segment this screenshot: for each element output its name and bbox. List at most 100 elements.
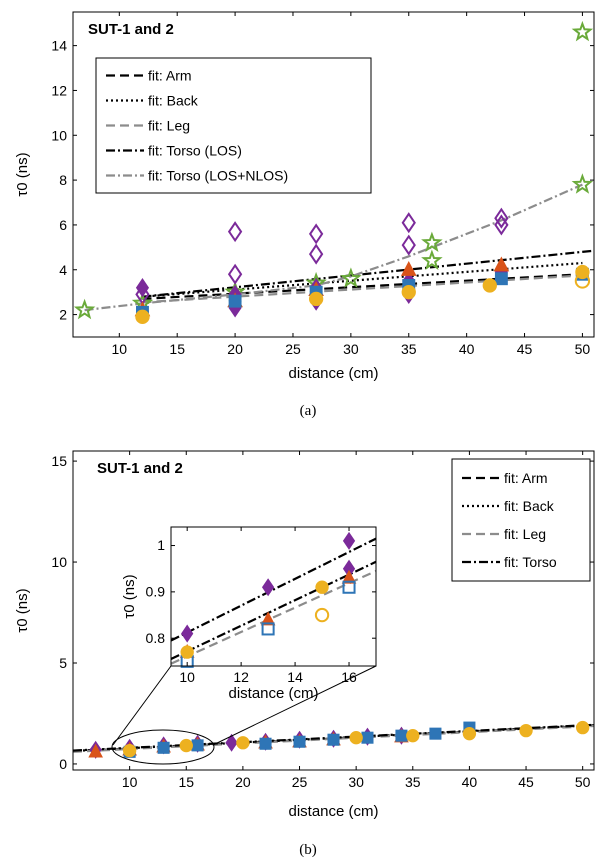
y-tick-label: 10 — [51, 554, 67, 570]
data-point-square — [259, 737, 272, 750]
data-point-circle — [308, 291, 324, 307]
data-point-circle — [406, 729, 420, 743]
inset-y-axis-label: τ0 (ns) — [121, 574, 138, 618]
fit-line — [171, 537, 376, 642]
data-point-diamond-open — [494, 207, 509, 229]
data-point-circle — [315, 580, 329, 594]
data-point-square — [429, 727, 442, 740]
x-tick-label: 10 — [122, 774, 138, 790]
y-tick-label: 12 — [51, 82, 67, 98]
x-tick-label: 50 — [575, 774, 591, 790]
x-tick-label: 25 — [292, 774, 308, 790]
x-tick-label: 20 — [227, 341, 243, 357]
x-tick-label: 16 — [341, 669, 357, 685]
y-tick-label: 14 — [51, 38, 67, 54]
data-point-diamond-open — [401, 212, 416, 234]
inset-frame — [170, 526, 377, 667]
data-point-triangle — [400, 260, 417, 276]
x-tick-label: 40 — [462, 774, 478, 790]
legend-label: fit: Torso (LOS) — [148, 143, 242, 159]
data-point-star — [340, 267, 362, 288]
legend-label: fit: Torso (LOS+NLOS) — [148, 168, 288, 184]
y-tick-label: 10 — [51, 127, 67, 143]
data-point-star — [571, 20, 594, 42]
x-tick-label: 35 — [405, 774, 421, 790]
fit-line — [171, 560, 376, 660]
data-point-diamond — [181, 624, 194, 643]
legend-label: fit: Arm — [148, 68, 192, 84]
data-point-circle-open — [574, 273, 591, 289]
data-point-triangle — [88, 743, 103, 758]
data-point-diamond — [135, 278, 150, 298]
data-point-circle — [179, 738, 193, 753]
x-tick-label: 30 — [343, 341, 359, 357]
panel-a: 10 15 20 25 30 35 40 45 50 2 4 6 8 10 12 14 SUT-1 and 2 f… — [14, 11, 595, 382]
data-point-triangle — [493, 256, 510, 272]
data-point-circle-open — [314, 607, 330, 623]
x-tick-label: 15 — [169, 341, 185, 357]
zoom-connector — [212, 665, 377, 746]
fit-line — [142, 261, 583, 298]
y-tick-label: 0.9 — [146, 584, 166, 600]
x-tick-label: 45 — [518, 774, 534, 790]
y-tick-label: 4 — [59, 262, 67, 278]
data-point-diamond-open — [227, 263, 243, 285]
x-tick-label: 50 — [575, 341, 591, 357]
data-point-square — [293, 735, 306, 748]
panel-b: 10 15 20 25 30 35 40 45 50 0 5 10 15 SUT-1 and 2 fit: … — [14, 450, 595, 820]
caption-b: (b) — [299, 842, 317, 858]
data-point-square — [157, 741, 170, 754]
data-point-circle — [575, 720, 590, 735]
chart-title: SUT-1 and 2 — [97, 460, 183, 477]
y-tick-label: 0 — [59, 756, 67, 772]
x-tick-label: 30 — [348, 774, 364, 790]
data-point-square — [228, 294, 242, 308]
x-tick-label: 40 — [459, 341, 475, 357]
data-point-diamond — [225, 733, 238, 752]
x-tick-label: 10 — [179, 669, 195, 685]
data-point-diamond — [342, 531, 356, 550]
legend-label: fit: Leg — [504, 526, 546, 542]
data-point-diamond-open — [308, 243, 324, 265]
data-point-square-open — [342, 580, 356, 594]
x-tick-label: 15 — [178, 774, 194, 790]
data-point-square — [395, 729, 408, 742]
data-point-circle — [462, 726, 477, 741]
data-point-diamond-open — [494, 214, 509, 236]
y-tick-label: 15 — [51, 453, 67, 469]
data-point-square — [361, 731, 374, 744]
data-point-square — [191, 739, 204, 752]
data-point-square — [327, 733, 340, 746]
x-axis-label: distance (cm) — [288, 365, 378, 382]
data-point-star — [421, 231, 443, 253]
y-tick-label: 8 — [59, 172, 67, 188]
data-point-star — [73, 298, 96, 320]
legend-label: fit: Arm — [504, 470, 548, 486]
data-point-circle — [482, 278, 497, 293]
fit-line — [84, 183, 583, 312]
x-tick-label: 35 — [401, 341, 417, 357]
legend-label: fit: Torso — [504, 554, 557, 570]
data-point-circle — [236, 736, 250, 750]
inset-chart: 10 12 14 16 0.8 0.9 1 distance (cm) τ0 (ns) — [121, 526, 377, 702]
y-tick-label: 1 — [157, 537, 165, 553]
legend-label: fit: Back — [504, 498, 555, 514]
x-tick-label: 14 — [287, 669, 303, 685]
y-axis-label: τ0 (ns) — [14, 588, 31, 632]
y-tick-label: 2 — [59, 307, 67, 323]
data-point-star — [421, 249, 443, 270]
chart-title: SUT-1 and 2 — [88, 21, 174, 38]
plot-area — [171, 527, 376, 666]
axes-frame — [72, 450, 595, 771]
fit-line — [142, 274, 583, 304]
data-point-circle — [401, 285, 416, 300]
data-point-square-open — [261, 622, 275, 636]
data-point-diamond — [261, 578, 275, 597]
y-axis-label: τ0 (ns) — [14, 152, 31, 196]
x-tick-label: 25 — [285, 341, 301, 357]
x-tick-label: 20 — [235, 774, 251, 790]
data-point-diamond-open — [227, 221, 243, 243]
x-axis-label: distance (cm) — [288, 803, 378, 820]
data-point-star — [571, 173, 594, 194]
